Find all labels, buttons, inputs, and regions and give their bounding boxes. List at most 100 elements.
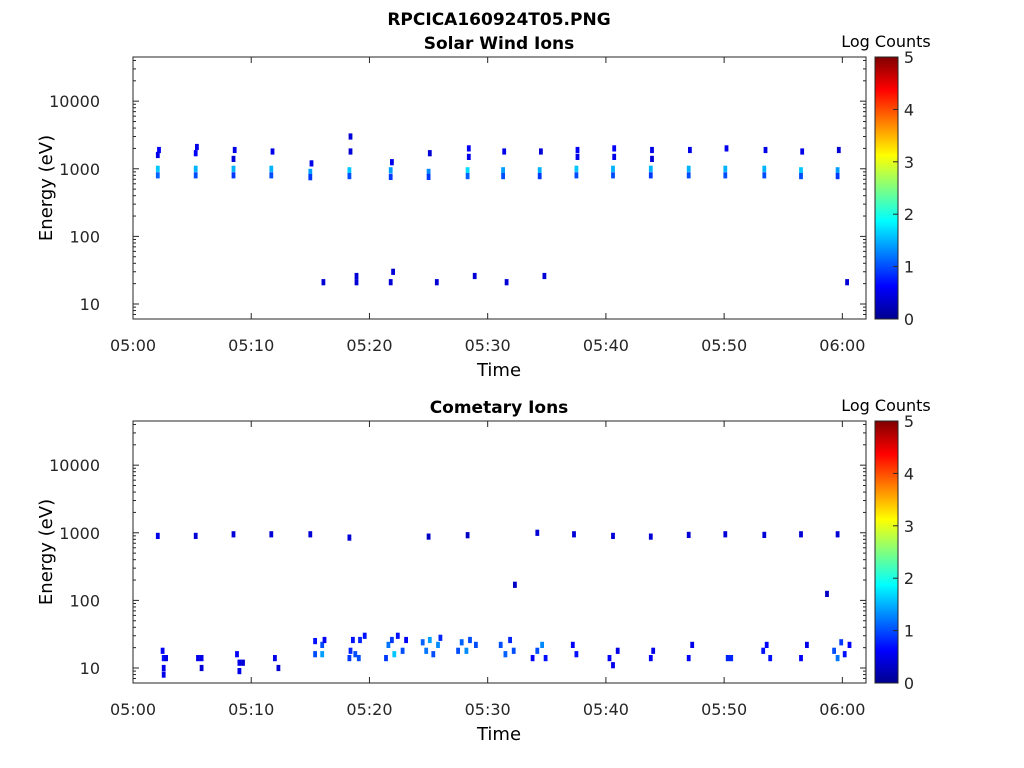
heatmap-cell — [502, 148, 507, 155]
heatmap-cell — [762, 531, 767, 538]
heatmap-cell — [690, 641, 695, 648]
heatmap-cell — [400, 647, 405, 654]
heatmap-cell — [799, 655, 803, 662]
heatmap-cell — [465, 167, 470, 174]
heatmap-cell — [611, 532, 615, 539]
heatmap-cell — [845, 279, 849, 286]
heatmap-cell — [362, 632, 367, 639]
colorbar-ticks: 0 1 2 3 4 5 — [893, 48, 914, 329]
heatmap-cell — [155, 172, 160, 179]
heatmap-cell — [354, 272, 359, 280]
heatmap-cell — [835, 655, 840, 662]
heatmap-cell — [501, 173, 505, 180]
heatmap-cell — [348, 647, 353, 654]
colorbar-tick-label: 3 — [904, 517, 914, 536]
heatmap-cell — [501, 167, 505, 174]
x-axis: 05:00 05:10 05:20 05:30 05:40 05:50 06:00 — [110, 421, 865, 719]
heatmap-cell — [309, 160, 314, 167]
heatmap-cell — [725, 655, 730, 662]
heatmap-cell — [321, 279, 326, 286]
heatmap-cell — [835, 173, 840, 180]
colorbar-tick-label: 1 — [904, 258, 914, 277]
heatmap-cell — [348, 148, 353, 155]
heatmap-cell — [426, 168, 431, 175]
colorbar-ticks: 0 1 2 3 4 5 — [893, 412, 914, 693]
heatmap-cell — [456, 647, 460, 654]
heatmap-cell — [615, 647, 620, 654]
x-tick-label: 06:00 — [819, 336, 865, 355]
heatmap-cell — [729, 655, 734, 662]
panel-title: Cometary Ions — [430, 398, 569, 418]
heatmap-cell — [799, 531, 803, 538]
heatmap-cell — [723, 165, 728, 172]
heatmap-cell — [539, 148, 543, 155]
heatmap-cell — [431, 651, 436, 658]
heatmap-cell — [474, 641, 478, 648]
heatmap-cell — [465, 532, 470, 539]
heatmap-cell — [308, 531, 313, 538]
colorbar-tick-label: 4 — [904, 100, 914, 119]
heatmap-cell — [155, 532, 160, 539]
heatmap-cell — [764, 641, 769, 648]
heatmap-cell — [648, 533, 653, 540]
heatmap-cell — [347, 173, 352, 180]
heatmap-cell — [799, 173, 803, 180]
heatmap-cell — [612, 153, 617, 160]
heatmap-cell — [723, 531, 728, 538]
figure-title: RPCICA160924T05.PNG — [387, 10, 610, 30]
colorbar-tick-label: 5 — [904, 48, 914, 67]
heatmap-cell — [353, 651, 358, 658]
colorbar-tick-label: 2 — [904, 205, 914, 224]
heatmap-cell — [825, 590, 829, 597]
heatmap-cell — [648, 655, 653, 662]
heatmap-cell — [842, 651, 847, 658]
heatmap-cells — [155, 133, 849, 286]
heatmap-cell — [847, 641, 852, 648]
x-tick-label: 05:50 — [701, 336, 747, 355]
heatmap-cell — [611, 165, 615, 172]
heatmap-cell — [231, 165, 236, 172]
heatmap-cell — [195, 143, 199, 151]
heatmap-cell — [347, 534, 352, 541]
colorbar-tick-label: 0 — [904, 674, 914, 693]
colorbar-label: Log Counts — [841, 32, 931, 51]
heatmap-cell — [686, 655, 691, 662]
heatmap-cell — [384, 655, 388, 662]
heatmap-cell — [574, 651, 579, 658]
heatmap-cell — [611, 172, 615, 179]
panel-solar-wind: Solar Wind Ions 05:00 05:10 05:20 05:30 05:4… — [36, 32, 931, 381]
heatmap-cell — [503, 651, 508, 658]
heatmap-cell — [161, 664, 166, 672]
colorbar: Log Counts 0 1 2 3 4 5 — [841, 32, 931, 329]
heatmap-cell — [537, 173, 542, 180]
heatmap-cell — [574, 172, 579, 179]
colorbar-tick-label: 2 — [904, 569, 914, 588]
colorbar-tick-label: 3 — [904, 153, 914, 172]
heatmap-cell — [688, 146, 692, 154]
heatmap-cell — [723, 172, 728, 179]
colorbar-tick-label: 5 — [904, 412, 914, 431]
heatmap-cell — [161, 655, 166, 662]
heatmap-cell — [395, 632, 400, 639]
heatmap-cell — [800, 148, 805, 155]
heatmap-cell — [231, 531, 236, 538]
heatmap-cell — [465, 173, 470, 180]
y-tick-label: 10 — [80, 659, 100, 678]
heatmap-cell — [388, 167, 393, 174]
colorbar-gradient — [874, 56, 899, 320]
x-axis-label: Time — [476, 724, 521, 745]
heatmap-cell — [612, 145, 617, 152]
heatmap-cell — [836, 146, 841, 154]
heatmap-cell — [650, 146, 654, 154]
heatmap-cell — [835, 531, 840, 538]
heatmap-cell — [391, 268, 395, 275]
y-tick-label: 10000 — [49, 92, 100, 111]
heatmap-cell — [160, 647, 165, 654]
heatmap-cell — [320, 641, 325, 648]
heatmap-cell — [237, 659, 242, 666]
y-tick-label: 100 — [69, 591, 100, 610]
heatmap-cell — [537, 167, 542, 174]
heatmap-cell — [347, 167, 352, 174]
x-tick-label: 05:10 — [228, 336, 274, 355]
heatmap-cell — [498, 641, 503, 648]
